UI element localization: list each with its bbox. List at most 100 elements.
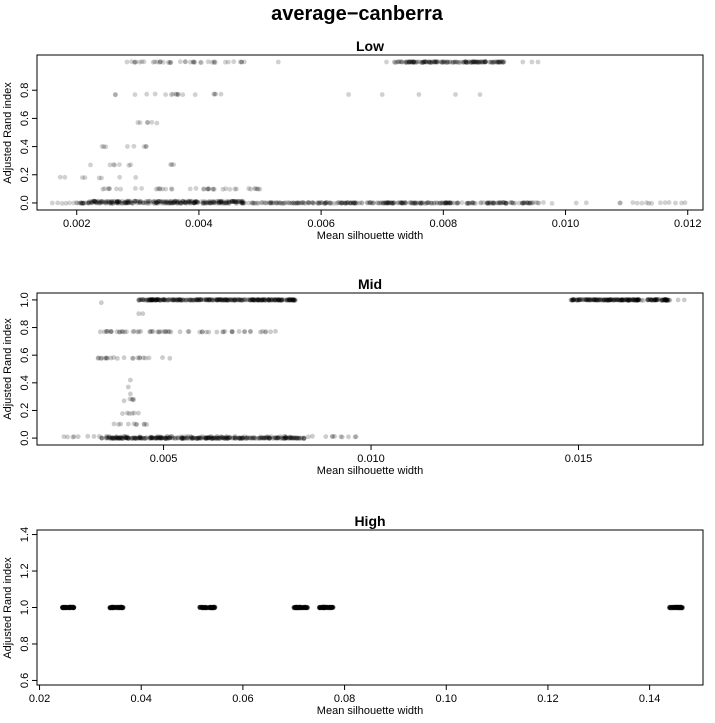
data-point [114, 199, 120, 205]
data-point [411, 59, 416, 65]
data-point [432, 60, 438, 65]
data-point [136, 410, 141, 416]
data-point [168, 199, 174, 205]
data-point [213, 199, 219, 205]
data-point [217, 297, 223, 302]
data-point [136, 311, 142, 317]
data-point [433, 59, 438, 65]
data-point [214, 297, 220, 303]
data-point [511, 200, 516, 206]
data-point [528, 200, 534, 206]
data-point [419, 201, 424, 206]
data-point [409, 200, 415, 206]
data-point [155, 201, 161, 206]
data-point [187, 186, 193, 192]
data-point [130, 200, 136, 206]
data-point [124, 59, 130, 65]
data-point [378, 200, 384, 206]
data-point [678, 605, 683, 611]
data-point [296, 200, 302, 206]
data-point [503, 201, 509, 206]
y-tick-label: 1.0 [19, 600, 31, 615]
data-point [284, 297, 290, 303]
data-point [294, 436, 299, 441]
data-point [337, 200, 343, 206]
data-point [118, 186, 124, 192]
data-point [145, 298, 151, 303]
data-point [220, 200, 226, 206]
data-point [80, 200, 85, 206]
data-point [123, 200, 128, 206]
data-point [353, 200, 358, 206]
y-tick-label: 0.0 [19, 430, 31, 445]
data-point [225, 297, 231, 303]
data-point [149, 297, 155, 303]
data-point [159, 199, 164, 205]
data-point [141, 59, 147, 65]
data-point [378, 200, 384, 206]
data-point [417, 200, 423, 206]
data-point [131, 143, 137, 149]
data-point [481, 200, 487, 206]
data-point [126, 162, 132, 168]
data-point [412, 200, 417, 206]
data-point [135, 120, 141, 125]
data-point [116, 199, 121, 205]
data-point [121, 355, 127, 361]
data-point [422, 59, 428, 64]
data-point [516, 200, 522, 206]
panel-title: High [354, 513, 385, 529]
data-point [111, 199, 116, 204]
data-point [404, 59, 409, 65]
data-point [231, 198, 236, 204]
data-point [177, 200, 183, 206]
data-point [632, 297, 638, 303]
data-point [402, 59, 407, 65]
data-point [282, 297, 287, 303]
data-point [213, 91, 219, 97]
data-point [114, 199, 120, 205]
data-point [658, 200, 663, 206]
data-point [146, 297, 152, 302]
data-point [252, 297, 257, 303]
data-point [208, 297, 213, 302]
data-point [252, 200, 258, 206]
data-point [169, 186, 175, 192]
data-point [255, 186, 261, 192]
data-point [352, 434, 358, 440]
data-point [500, 200, 506, 206]
data-point [413, 201, 419, 206]
data-point [434, 200, 440, 206]
data-point [97, 199, 103, 205]
data-point [151, 199, 156, 205]
data-point [183, 59, 188, 65]
data-point [344, 201, 349, 206]
data-point [152, 297, 158, 303]
data-point [327, 200, 333, 206]
data-point [682, 200, 688, 206]
data-point [98, 356, 104, 361]
data-point [128, 162, 134, 168]
data-point [420, 59, 426, 65]
x-tick-label: 0.005 [150, 453, 178, 465]
data-point [407, 200, 413, 206]
data-point [475, 59, 481, 65]
data-point [222, 297, 228, 302]
data-point [288, 297, 294, 303]
data-point [662, 200, 668, 206]
data-point [482, 59, 488, 65]
data-point [92, 198, 98, 204]
data-point [177, 59, 183, 65]
data-point [451, 59, 456, 65]
data-point [167, 60, 173, 65]
data-point [157, 59, 163, 64]
data-point [415, 59, 420, 65]
x-tick-label: 0.015 [565, 453, 593, 465]
data-point [291, 297, 296, 302]
data-point [509, 200, 514, 206]
data-point [207, 200, 213, 206]
data-point [147, 297, 153, 303]
data-point [376, 200, 382, 206]
data-point [185, 199, 191, 205]
data-point [675, 297, 681, 303]
